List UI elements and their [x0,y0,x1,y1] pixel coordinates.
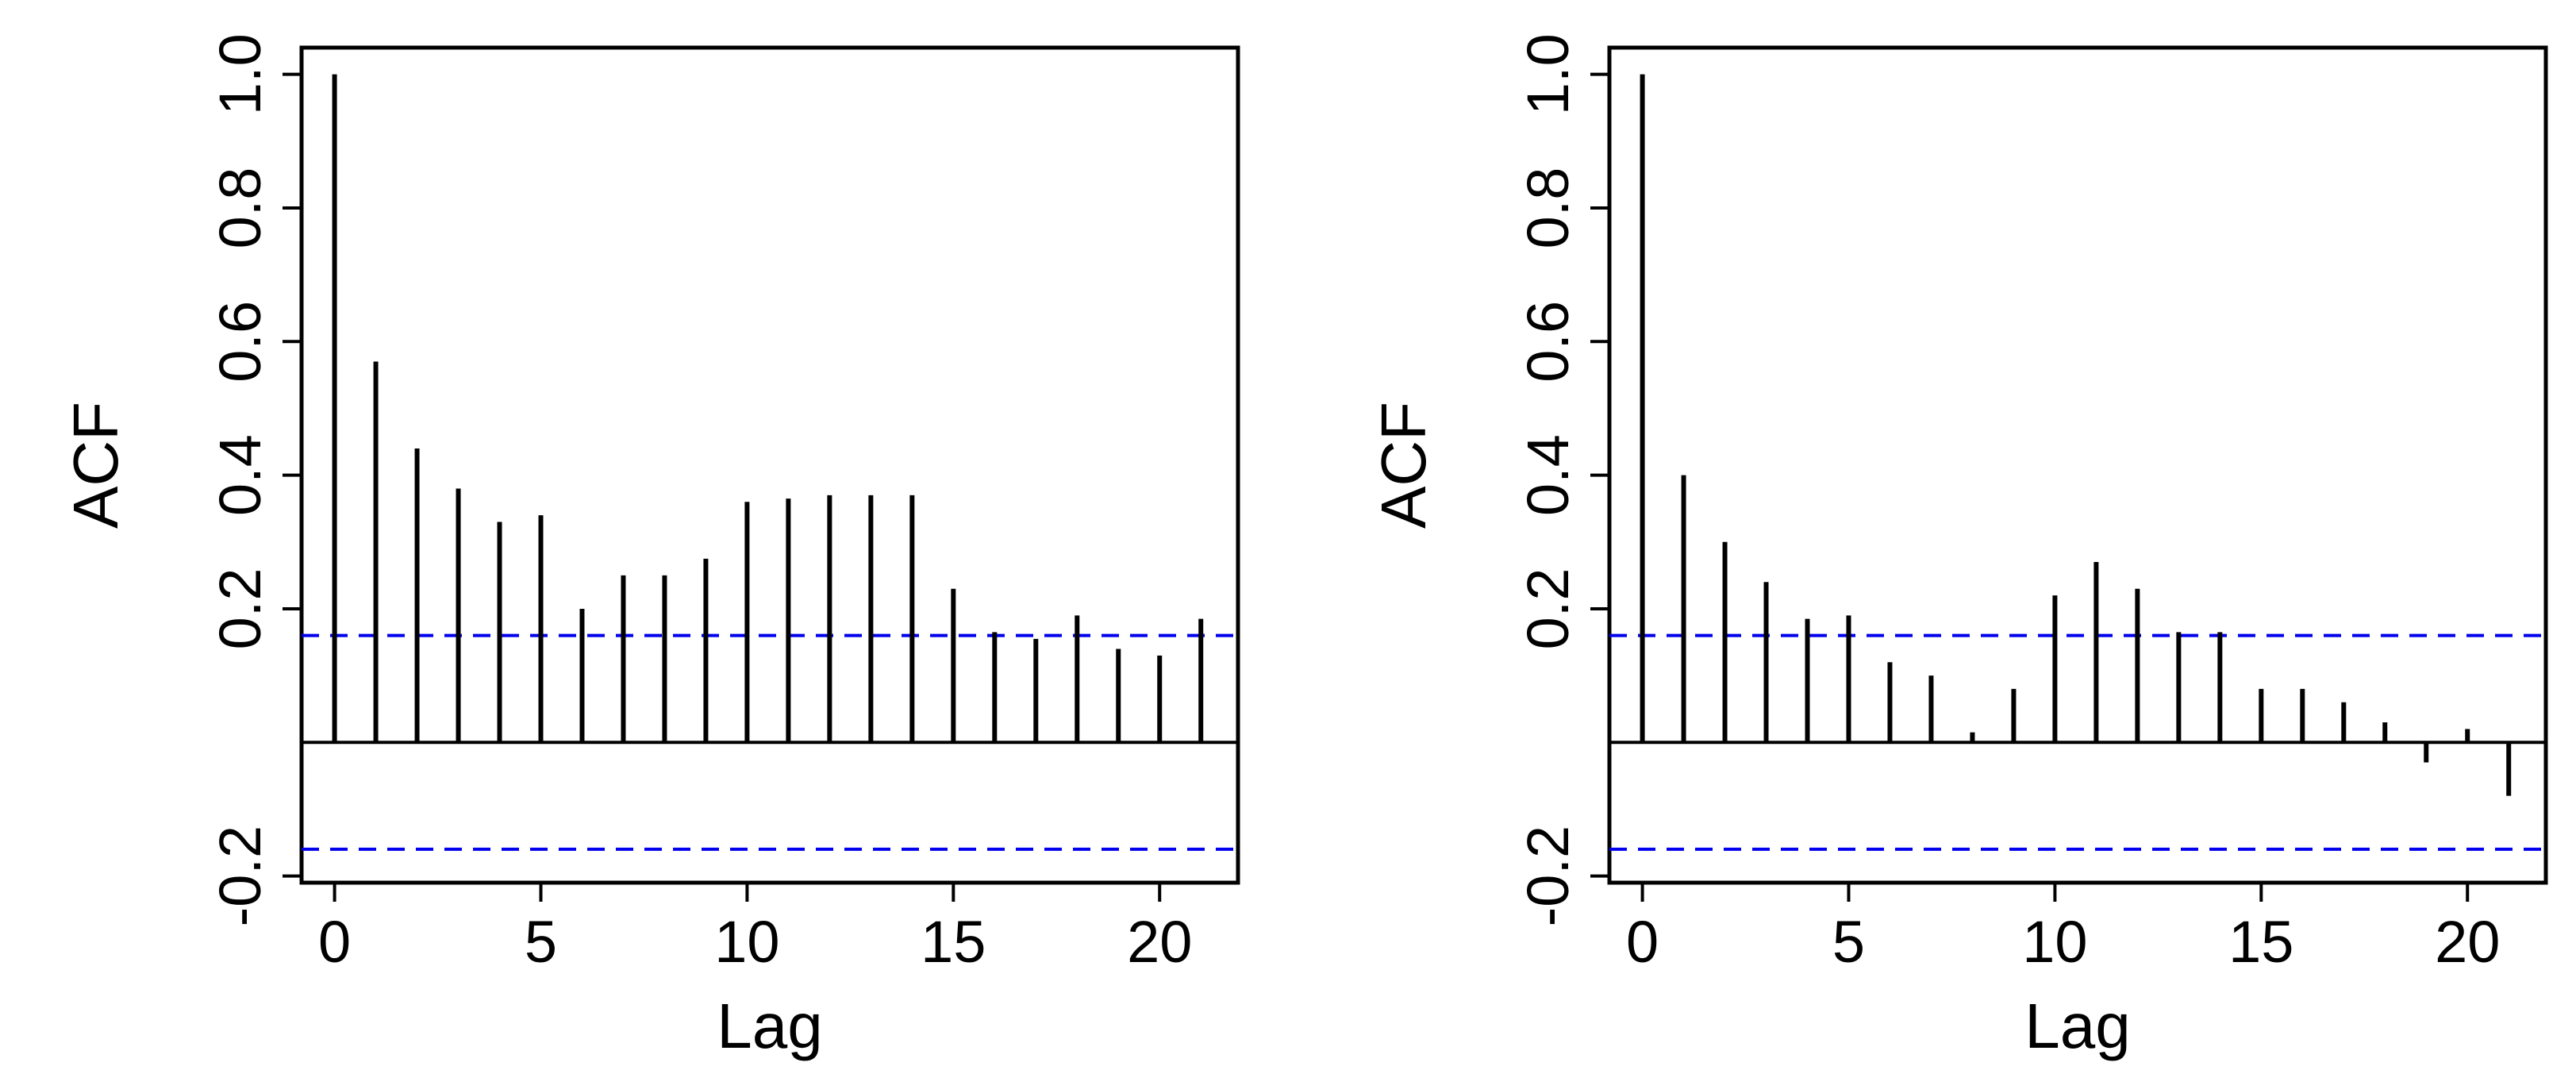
y-tick-label: 0.2 [1515,568,1581,650]
x-tick-label: 20 [1127,909,1192,975]
y-tick-label: 0.2 [207,568,273,650]
y-axis-title: ACF [60,402,131,529]
y-tick-label: -0.2 [1515,826,1581,927]
x-tick-label: 5 [525,909,557,975]
y-tick-label: 0.4 [1515,434,1581,516]
x-axis-title: Lag [717,991,822,1061]
x-axis-title: Lag [2024,991,2130,1061]
y-tick-label: 0.6 [1515,301,1581,383]
plot-frame [299,45,1240,885]
y-tick-label: 0.6 [207,301,273,383]
y-axis-title: ACF [1368,402,1439,529]
x-tick-label: 20 [2435,909,2500,975]
x-tick-label: 10 [714,909,779,975]
x-tick-label: 10 [2022,909,2087,975]
y-tick-label: 1.0 [207,33,273,115]
y-tick-label: -0.2 [207,826,273,927]
y-tick-label: 0.4 [207,434,273,516]
x-tick-label: 0 [318,909,351,975]
acf-panel-1: 0 5 10 15 20 -0.2 0.2 0.4 0.6 0.8 1.0 Lag ACF [60,33,1240,1061]
x-tick-label: 5 [1832,909,1865,975]
plot-frame [1607,45,2548,885]
x-tick-label: 15 [921,909,986,975]
y-tick-label: 0.8 [1515,167,1581,249]
acf-panel-2: 0 5 10 15 20 -0.2 0.2 0.4 0.6 0.8 1.0 Lag ACF [1368,33,2548,1061]
x-tick-label: 15 [2228,909,2293,975]
y-tick-label: 0.8 [207,167,273,249]
x-tick-label: 0 [1626,909,1659,975]
y-tick-label: 1.0 [1515,33,1581,115]
